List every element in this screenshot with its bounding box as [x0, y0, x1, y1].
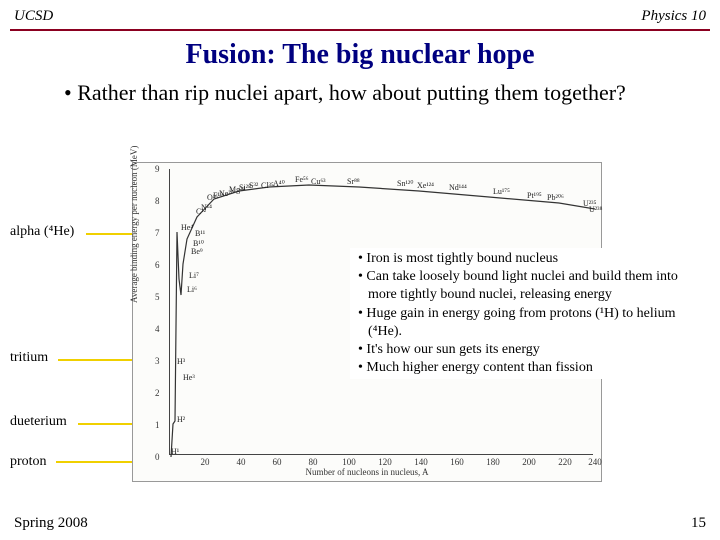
nuclide-label: Cu⁶³	[311, 177, 326, 186]
xtick: 220	[558, 457, 572, 467]
nuclide-label: He³	[183, 373, 195, 382]
ytick: 2	[155, 388, 160, 398]
ytick: 8	[155, 196, 160, 206]
ytick: 7	[155, 228, 160, 238]
xtick: 240	[588, 457, 602, 467]
nuclide-label: S³²	[249, 181, 258, 190]
label-alpha: alpha (⁴He)	[10, 224, 74, 240]
nuclide-label: U²³⁸	[589, 205, 602, 214]
xtick: 160	[450, 457, 464, 467]
slide-title: Fusion: The big nuclear hope	[0, 39, 720, 71]
nuclide-label: N¹⁴	[201, 203, 212, 212]
nuclide-label: Pb²⁰⁶	[547, 193, 564, 202]
nuclide-label: Sr⁸⁸	[347, 177, 360, 186]
inset-b4: • It's how our sun gets its energy	[354, 341, 684, 359]
nuclide-label: H³	[177, 357, 185, 366]
slide-header: UCSD Physics 10	[0, 0, 720, 29]
nuclide-label: Fe⁵⁶	[295, 175, 309, 184]
footer-left: Spring 2008	[14, 515, 88, 532]
ytick: 6	[155, 260, 160, 270]
xtick: 100	[342, 457, 356, 467]
nuclide-label: Li⁷	[189, 271, 199, 280]
ytick: 9	[155, 164, 160, 174]
nuclide-label: Lu¹⁷⁵	[493, 187, 510, 196]
nuclide-label: A⁴⁰	[273, 179, 285, 188]
main-bullet: • Rather than rip nuclei apart, how abou…	[64, 79, 680, 107]
nuclide-label: B¹⁰	[193, 239, 204, 248]
xtick: 140	[414, 457, 428, 467]
inset-facts: • Iron is most tightly bound nucleus • C…	[350, 248, 688, 379]
inset-b1: • Iron is most tightly bound nucleus	[354, 250, 684, 268]
inset-b5: • Much higher energy content than fissio…	[354, 359, 684, 377]
x-axis	[169, 454, 593, 455]
xtick: 20	[201, 457, 210, 467]
main-bullet-text: Rather than rip nuclei apart, how about …	[77, 80, 626, 105]
xtick: 40	[237, 457, 246, 467]
xtick: 180	[486, 457, 500, 467]
header-rule	[10, 29, 710, 31]
xtick: 60	[273, 457, 282, 467]
nuclide-label: Sn¹²⁰	[397, 179, 413, 188]
inset-b2: • Can take loosely bound light nuclei an…	[354, 268, 684, 304]
y-axis-label: Average binding energy per nucleon (MeV)	[129, 146, 139, 303]
ytick: 0	[155, 452, 160, 462]
header-left: UCSD	[14, 8, 53, 25]
xtick: 200	[522, 457, 536, 467]
nuclide-label: Be⁹	[191, 247, 203, 256]
nuclide-label: H¹	[171, 447, 179, 456]
xtick: 120	[378, 457, 392, 467]
nuclide-label: Cl³⁵	[261, 181, 274, 190]
label-tritium: tritium	[10, 350, 48, 366]
ytick: 5	[155, 292, 160, 302]
ytick: 3	[155, 356, 160, 366]
ytick: 1	[155, 420, 160, 430]
label-proton: proton	[10, 454, 47, 470]
nuclide-label: B¹¹	[195, 229, 205, 238]
inset-b3: • Huge gain in energy going from protons…	[354, 305, 684, 341]
header-right: Physics 10	[641, 8, 706, 25]
nuclide-label: Pt¹⁹⁵	[527, 191, 542, 200]
label-deuterium: dueterium	[10, 414, 67, 430]
y-axis	[169, 169, 170, 455]
footer-right: 15	[691, 515, 706, 532]
nuclide-label: He⁴	[181, 223, 193, 232]
nuclide-label: Li⁶	[187, 285, 197, 294]
nuclide-label: H²	[177, 415, 185, 424]
nuclide-label: Nd¹⁴⁴	[449, 183, 467, 192]
xtick: 80	[309, 457, 318, 467]
nuclide-label: Xe¹²⁴	[417, 181, 434, 190]
ytick: 4	[155, 324, 160, 334]
x-axis-label: Number of nucleons in nucleus, A	[133, 467, 601, 477]
